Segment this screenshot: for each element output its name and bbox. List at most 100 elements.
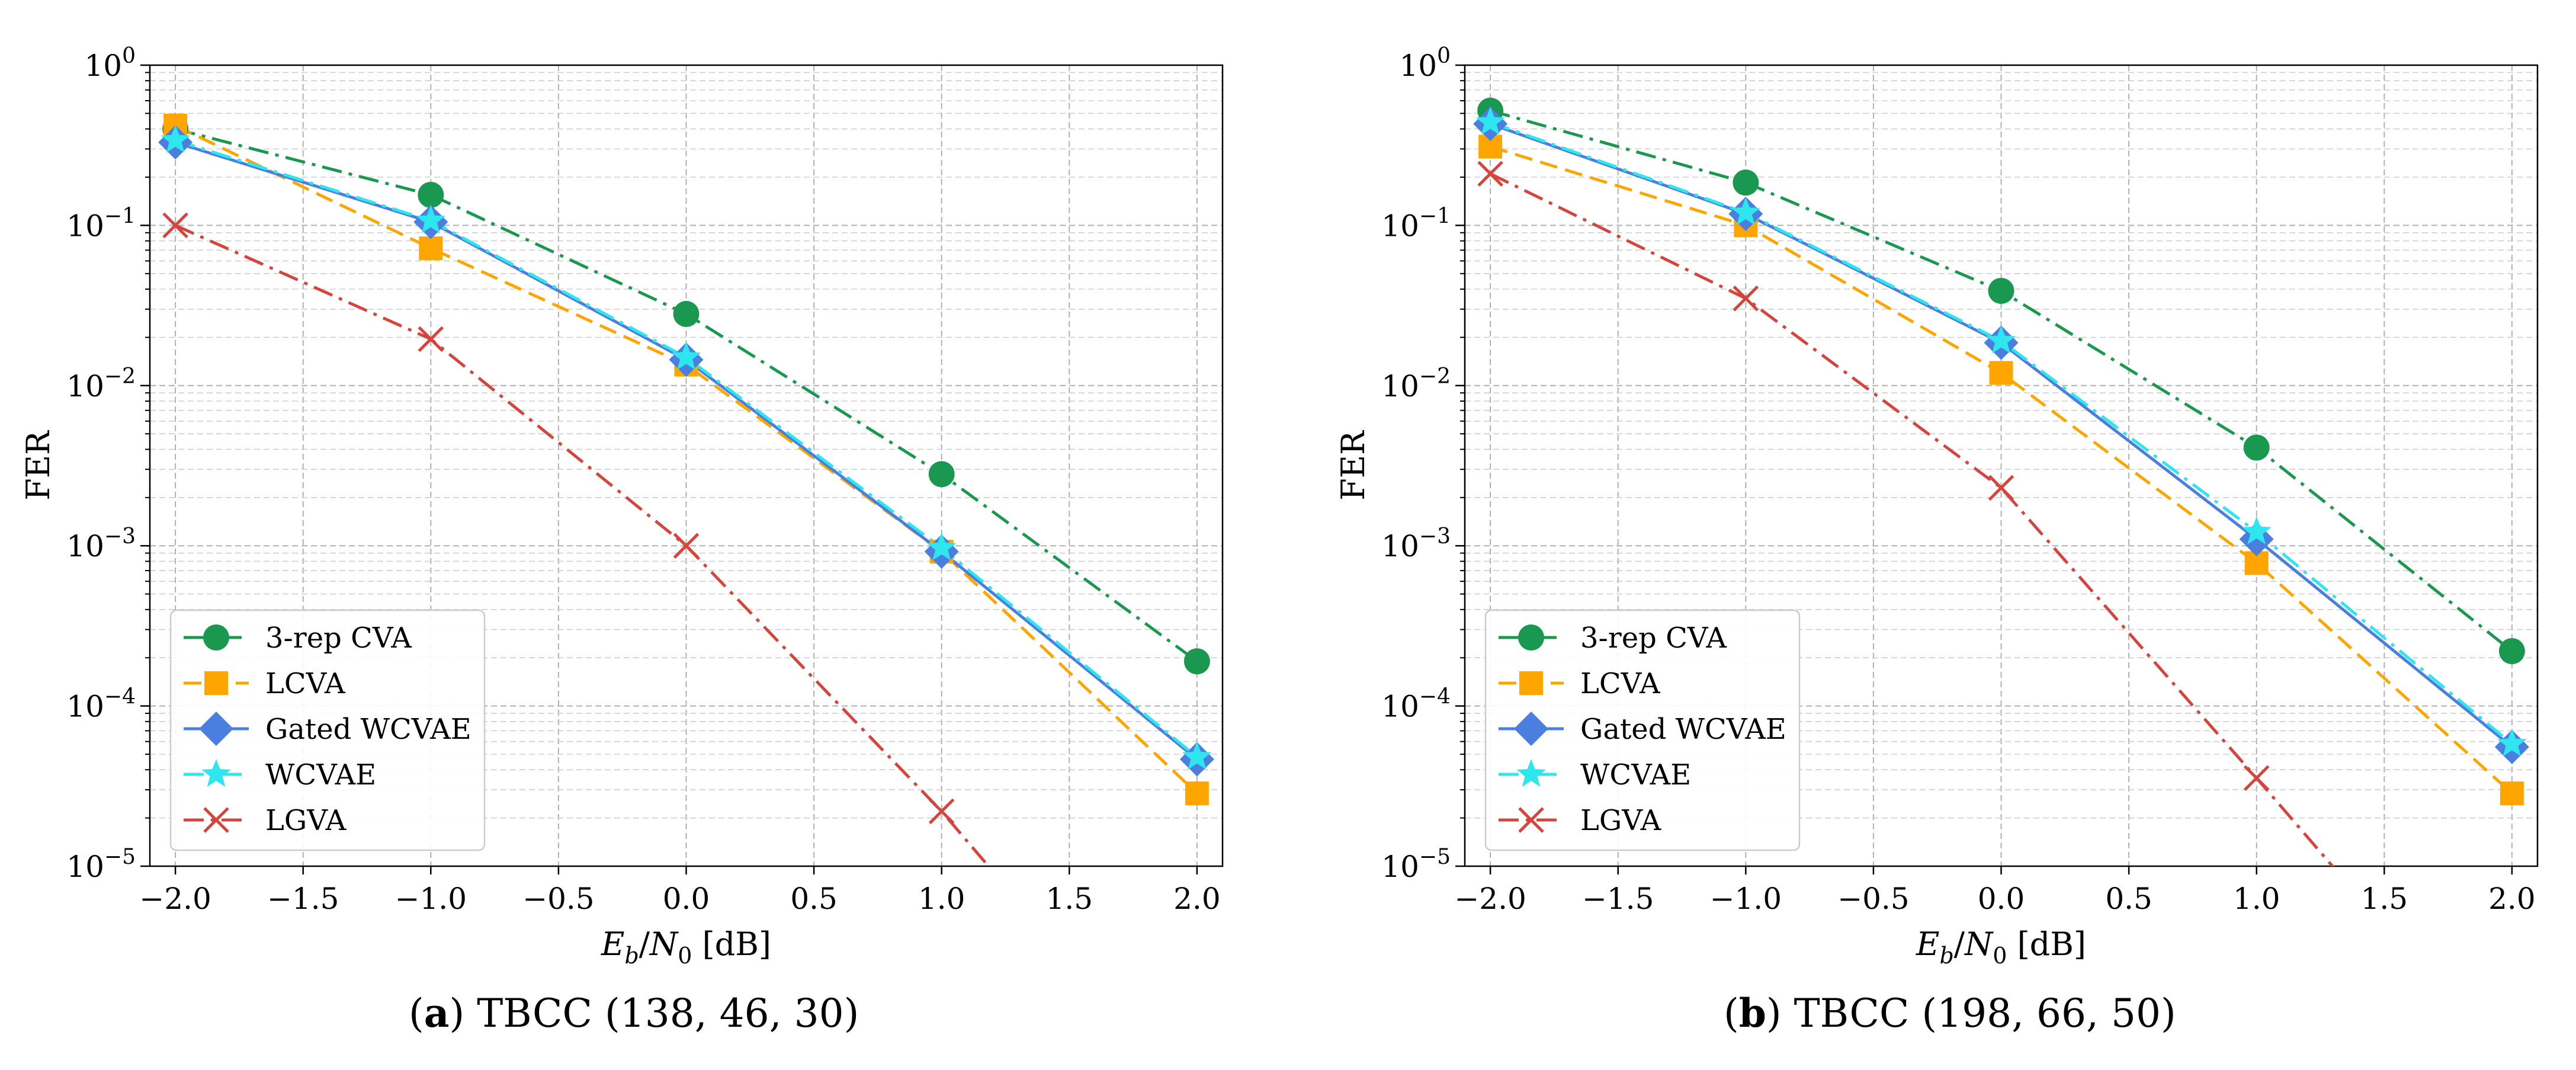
chart-panel-a: −2.0 −1.5 −1.0 −0.5 0.0 0.5 1.0 1.5 2.0 100 10−1 10…	[20, 44, 1224, 969]
panel-caption-b: (b) TBCC (198, 66, 50)	[1724, 990, 2176, 1036]
data-point-lgva	[928, 798, 955, 825]
legend-marker	[1514, 712, 1548, 746]
legend-box	[1484, 609, 1801, 851]
data-point-3-rep-cva	[2498, 638, 2525, 665]
data-point-3-rep-cva	[928, 461, 955, 488]
series-line-wcvae	[175, 139, 1198, 758]
legend-label: 3-rep CVA	[265, 622, 412, 655]
y-tick-label: 10−4	[1381, 685, 1451, 724]
grid	[1465, 65, 2537, 867]
data-point-3-rep-cva	[1183, 648, 1210, 675]
data-point-lgva	[1733, 285, 1759, 312]
data-point-lcva	[419, 236, 443, 260]
legend-label: LCVA	[265, 667, 346, 700]
data-point-3-rep-cva	[1988, 277, 2014, 304]
data-point-lgva	[1988, 475, 2014, 501]
data-point-lgva	[162, 212, 188, 239]
x-tick-label: 0.5	[790, 882, 838, 916]
data-point-lgva	[418, 326, 444, 353]
y-tick-label: 10−3	[1381, 524, 1451, 563]
legend-marker	[203, 807, 229, 833]
x-tick-label: 0.0	[663, 882, 710, 916]
x-tick-label: 2.0	[2488, 882, 2536, 916]
legend: 3-rep CVA LCVA Gated WCVAE WCVAE LGVA	[169, 609, 486, 851]
y-tick-label: 100	[84, 44, 136, 83]
legend: 3-rep CVA LCVA Gated WCVAE WCVAE LGVA	[1484, 609, 1801, 851]
legend-marker	[1516, 759, 1546, 787]
data-point-lcva	[1185, 781, 1209, 806]
y-axis-label: FER	[1334, 430, 1372, 501]
data-point-3-rep-cva	[418, 181, 444, 208]
x-tick-label: 0.5	[2105, 882, 2152, 916]
plot-area	[1473, 97, 2529, 866]
data-point-lgva	[1477, 161, 1503, 187]
data-point-wcvae	[1986, 325, 2016, 354]
data-point-wcvae	[161, 124, 190, 153]
data-point-wcvae	[1731, 197, 1760, 225]
legend-label: WCVAE	[265, 758, 376, 792]
y-tick-label: 10−5	[1381, 845, 1451, 884]
x-tick-label: −1.0	[1710, 882, 1782, 916]
panel-caption-a: (a) TBCC (138, 46, 30)	[409, 990, 859, 1036]
data-point-lcva	[1989, 361, 2013, 385]
y-tick-label: 10−1	[1381, 204, 1451, 243]
x-tick-label: 1.5	[1046, 882, 1093, 916]
legend-label: WCVAE	[1580, 758, 1691, 792]
chart-panel-b: −2.0 −1.5 −1.0 −0.5 0.0 0.5 1.0 1.5 2.0 100 10−1 10…	[1334, 44, 2539, 969]
x-tick-label: −2.0	[1454, 882, 1526, 916]
y-tick-label: 10−2	[66, 364, 136, 403]
x-tick-label: −0.5	[522, 882, 594, 916]
legend-box	[169, 609, 486, 851]
data-point-lgva	[673, 533, 700, 559]
y-tick-label: 10−2	[1381, 364, 1451, 403]
x-tick-label: 1.0	[918, 882, 965, 916]
legend-label: LGVA	[1580, 804, 1662, 837]
data-point-wcvae	[671, 342, 701, 370]
y-tick-label: 10−1	[66, 204, 136, 243]
x-tick-label: 1.0	[2233, 882, 2280, 916]
x-axis-label: Eb/N0 [dB]	[1916, 925, 2086, 969]
data-point-3-rep-cva	[2243, 434, 2270, 461]
data-point-wcvae	[927, 532, 957, 560]
legend-label: LCVA	[1580, 667, 1661, 700]
legend-marker	[1518, 624, 1544, 651]
x-tick-label: −1.5	[1582, 882, 1654, 916]
data-point-lgva	[2243, 765, 2270, 791]
legend-marker	[204, 671, 228, 695]
grid	[150, 65, 1223, 867]
data-point-3-rep-cva	[1733, 169, 1759, 196]
x-tick-label: −2.0	[139, 882, 211, 916]
x-tick-label: −1.0	[395, 882, 467, 916]
y-tick-label: 10−3	[66, 524, 136, 563]
x-tick-label: 2.0	[1173, 882, 1221, 916]
legend-label: LGVA	[265, 804, 347, 837]
x-tick-label: −0.5	[1837, 882, 1909, 916]
legend-marker	[1518, 807, 1544, 833]
legend-label: Gated WCVAE	[1580, 713, 1786, 746]
legend-marker	[201, 759, 231, 787]
data-point-wcvae	[2497, 728, 2527, 757]
x-axis-label: Eb/N0 [dB]	[601, 925, 771, 969]
data-point-3-rep-cva	[673, 300, 700, 327]
y-tick-label: 10−4	[66, 685, 136, 724]
plot-area	[158, 113, 1214, 866]
y-tick-label: 100	[1399, 44, 1451, 83]
x-tick-label: 1.5	[2361, 882, 2408, 916]
legend-label: 3-rep CVA	[1580, 622, 1727, 655]
y-axis-label: FER	[20, 430, 57, 501]
legend-label: Gated WCVAE	[265, 713, 471, 746]
legend-marker	[203, 624, 229, 651]
y-tick-label: 10−5	[66, 845, 136, 884]
data-point-wcvae	[1182, 741, 1212, 770]
legend-marker	[1519, 671, 1543, 695]
x-tick-label: 0.0	[1978, 882, 2025, 916]
data-point-wcvae	[416, 205, 445, 233]
data-point-lcva	[2500, 781, 2524, 806]
data-point-wcvae	[1475, 107, 1505, 135]
series-line-wcvae	[1490, 121, 2513, 745]
legend-marker	[199, 712, 233, 746]
x-tick-label: −1.5	[267, 882, 339, 916]
data-point-wcvae	[2242, 516, 2272, 544]
